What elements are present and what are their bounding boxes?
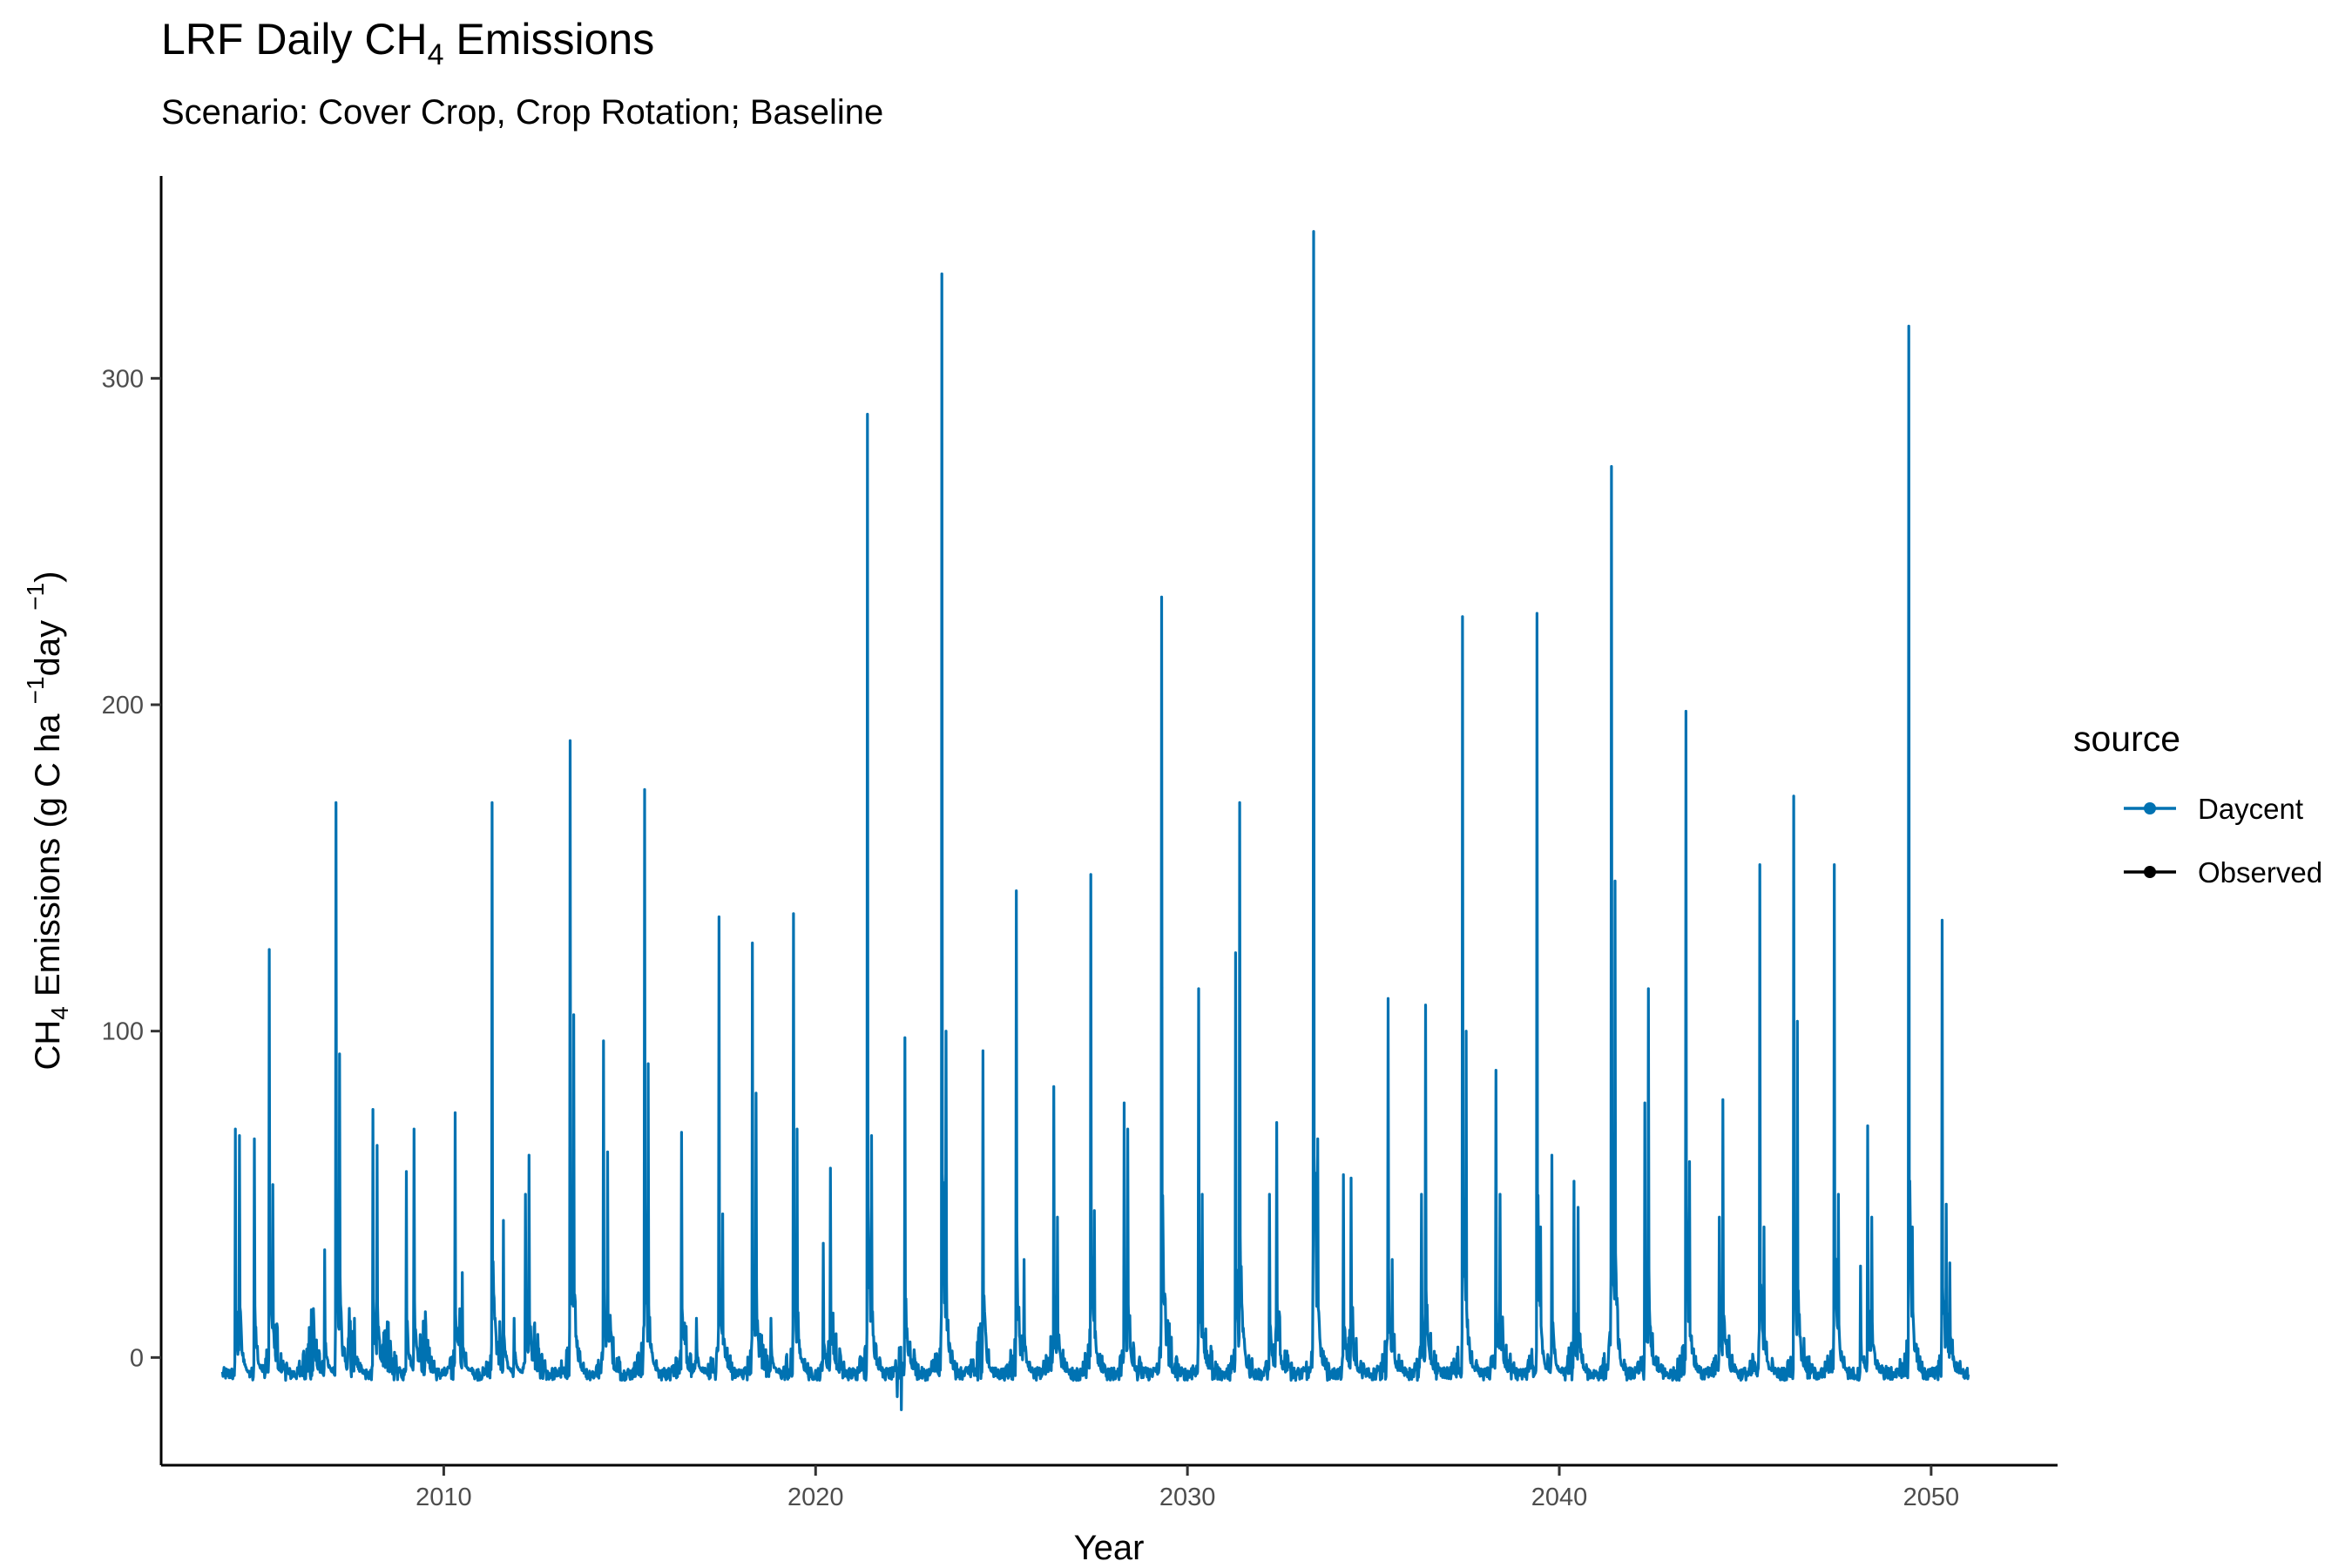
- y-axis-title: CH4 Emissions (g C ha −1day −1): [22, 571, 73, 1071]
- y-tick-label: 300: [102, 365, 144, 393]
- y-axis-title-sub4: 4: [46, 1006, 73, 1020]
- legend-item-observed: Observed: [2124, 856, 2322, 889]
- y-tick-label: 0: [130, 1344, 144, 1372]
- x-tick-label: 2050: [1903, 1484, 1960, 1511]
- y-tick-label: 200: [102, 692, 144, 720]
- legend-key-dot-observed: [2144, 866, 2156, 878]
- x-tick-label: 2030: [1159, 1484, 1216, 1511]
- plot-area: [220, 230, 1970, 1411]
- x-tick-label: 2040: [1531, 1484, 1588, 1511]
- y-axis-title-ch: CH: [29, 1020, 67, 1071]
- legend-key-dot-daycent: [2144, 802, 2156, 814]
- y-axis-title-emissions: Emissions (g C ha: [29, 704, 67, 1006]
- chart-title-main: LRF Daily CH: [161, 15, 428, 64]
- y-axis-title-exp2: −1: [22, 583, 49, 611]
- series-line-daycent: [220, 230, 1970, 1411]
- x-tick-label: 2010: [416, 1484, 472, 1511]
- legend-label-observed: Observed: [2198, 856, 2322, 889]
- x-axis-title: Year: [1074, 1529, 1145, 1567]
- legend-title: source: [2073, 719, 2180, 759]
- chart-title-tail: Emissions: [444, 15, 655, 64]
- chart-subtitle: Scenario: Cover Crop, Crop Rotation; Bas…: [161, 93, 883, 132]
- chart-title: LRF Daily CH4 Emissions: [161, 15, 654, 71]
- y-axis-title-exp1: −1: [22, 676, 49, 704]
- legend-label-daycent: Daycent: [2198, 793, 2303, 825]
- y-axis-title-close: ): [29, 571, 67, 583]
- x-axis-ticks: 2010 2020 2030 2040 2050: [416, 1465, 1959, 1511]
- y-tick-label: 100: [102, 1018, 144, 1046]
- legend: source Daycent Observed: [2073, 719, 2322, 889]
- y-axis-title-day: day: [29, 611, 67, 677]
- y-axis-ticks: 0 100 200 300: [102, 365, 161, 1372]
- x-tick-label: 2020: [787, 1484, 844, 1511]
- chart-title-subscript: 4: [428, 38, 444, 71]
- legend-item-daycent: Daycent: [2124, 793, 2303, 825]
